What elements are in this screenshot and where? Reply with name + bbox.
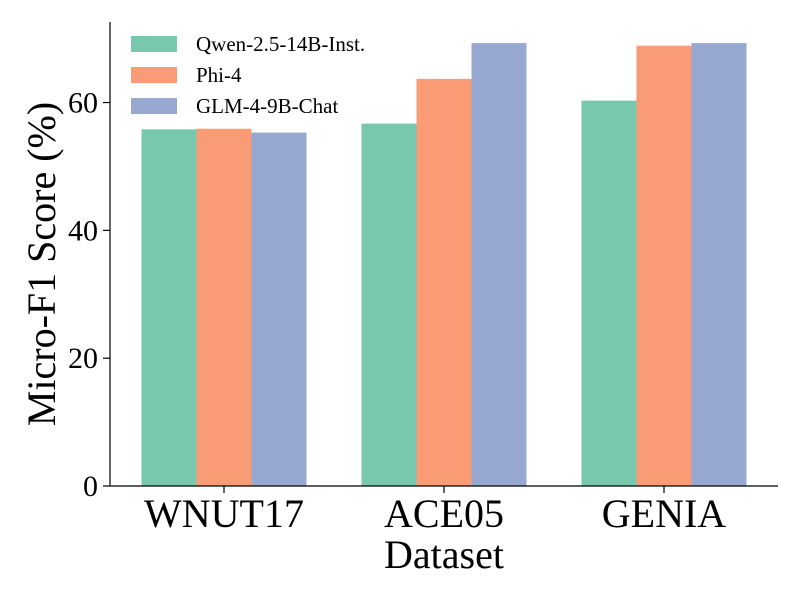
x-tick-label-ace05: ACE05 <box>384 491 504 536</box>
x-axis-ticks: WNUT17 ACE05 GENIA <box>144 486 726 536</box>
bar-genia-3 <box>691 43 747 486</box>
y-tick-label-20: 20 <box>68 342 98 375</box>
bars-group <box>141 43 747 487</box>
bar-wnut17-3 <box>251 132 307 486</box>
x-tick-label-genia: GENIA <box>602 491 727 536</box>
x-axis-title: Dataset <box>384 532 504 577</box>
x-tick-label-wnut17: WNUT17 <box>144 491 304 536</box>
y-tick-label-60: 60 <box>68 87 98 120</box>
legend: Qwen-2.5-14B-Inst. Phi-4 GLM-4-9B-Chat <box>131 32 365 118</box>
bar-genia-1 <box>581 100 637 486</box>
bar-ace05-1 <box>361 123 417 486</box>
legend-swatch-2 <box>131 67 177 83</box>
y-tick-label-40: 40 <box>68 214 98 247</box>
y-tick-label-0: 0 <box>83 470 98 503</box>
bar-genia-2 <box>636 45 692 486</box>
legend-label-1: Qwen-2.5-14B-Inst. <box>196 32 365 56</box>
y-axis-title: Micro-F1 Score (%) <box>19 102 64 426</box>
legend-label-3: GLM-4-9B-Chat <box>196 94 338 118</box>
bar-ace05-3 <box>471 43 527 486</box>
y-axis-ticks: 0 20 40 60 <box>68 87 110 503</box>
legend-label-2: Phi-4 <box>196 63 242 87</box>
bar-wnut17-1 <box>141 129 197 487</box>
legend-swatch-3 <box>131 98 177 114</box>
bar-wnut17-2 <box>196 128 252 486</box>
bar-ace05-2 <box>416 78 472 487</box>
legend-swatch-1 <box>131 36 177 52</box>
